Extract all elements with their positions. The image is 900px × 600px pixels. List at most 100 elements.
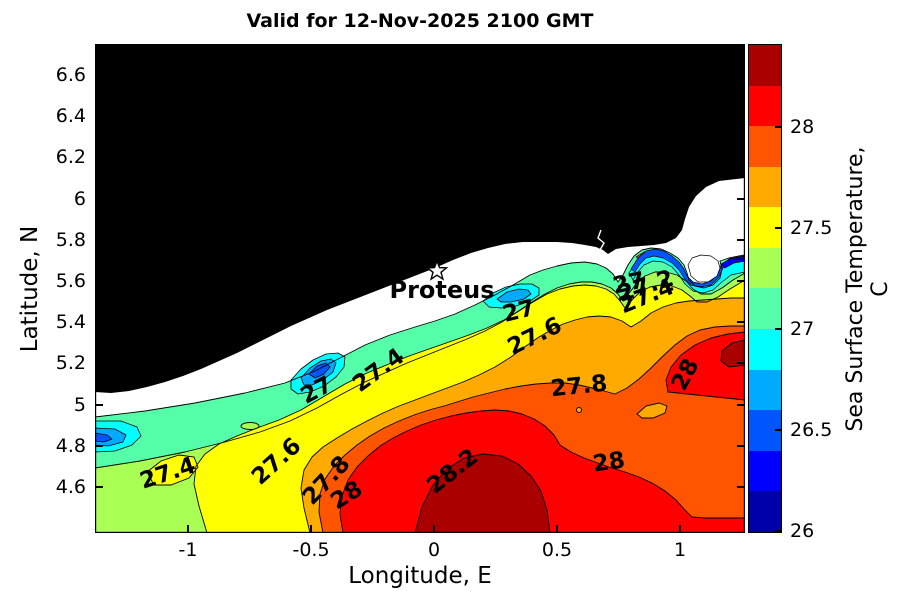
station-marker-star <box>425 259 449 281</box>
cold-pockets <box>95 283 540 453</box>
x-tick-mark-top <box>679 44 681 52</box>
contour-line-27_4 <box>193 279 745 533</box>
y-tick-label: 6.6 <box>55 64 86 86</box>
contour-line-28_2-east <box>720 339 745 368</box>
x-tick-mark-top <box>310 44 312 52</box>
colorbar-label: Sea Surface Temperature, C <box>843 146 893 432</box>
sst-bands <box>95 248 745 533</box>
x-axis-label: Longitude, E <box>348 563 492 589</box>
y-tick-mark-right <box>737 280 745 282</box>
plot-area: 27 27.4 27 27.6 27.4 27.6 27.8 28 28.2 27.8 28 28 27… <box>95 44 745 533</box>
x-tick-label: 0 <box>427 539 441 561</box>
x-tick-mark-top <box>433 44 435 52</box>
y-tick-label: 5.2 <box>55 352 86 374</box>
contour-line-28_2-core <box>414 453 551 533</box>
colorbar-segment <box>749 288 781 330</box>
colorbar-tick-label: 27.5 <box>790 217 833 239</box>
y-tick-label: 6.4 <box>55 105 86 127</box>
x-tick-mark-top <box>556 44 558 52</box>
chart-title: Valid for 12-Nov-2025 2100 GMT <box>246 10 594 32</box>
y-tick-mark <box>95 486 103 488</box>
x-tick-mark <box>433 525 435 533</box>
colorbar <box>748 44 782 533</box>
fan-blue-ribbon <box>630 248 745 288</box>
y-tick-mark <box>95 280 103 282</box>
y-tick-label: 5.8 <box>55 229 86 251</box>
x-tick-label: -1 <box>178 539 198 561</box>
y-tick-mark <box>95 239 103 241</box>
y-tick-mark-right <box>737 156 745 158</box>
y-tick-label: 4.6 <box>55 476 86 498</box>
y-tick-mark-right <box>737 362 745 364</box>
band-28_2-east-pocket <box>721 340 745 367</box>
colorbar-segment <box>749 329 781 370</box>
contour-line-27_6 <box>300 297 745 533</box>
contour-line-28_0-east <box>665 331 745 401</box>
y-tick-label: 5 <box>73 394 86 416</box>
y-tick-mark <box>95 156 103 158</box>
no-data-pocket-east <box>687 254 721 283</box>
y-tick-mark-right <box>737 239 745 241</box>
colorbar-tick-label: 26 <box>790 520 815 542</box>
contour-lines <box>95 247 745 533</box>
colorbar-segment <box>749 247 781 289</box>
x-tick-mark <box>679 525 681 533</box>
colorbar-segment <box>749 85 781 127</box>
y-tick-mark <box>95 74 103 76</box>
colorbar-tick-mark <box>775 530 782 532</box>
y-tick-mark <box>95 198 103 200</box>
y-tick-label: 6.2 <box>55 146 86 168</box>
cold-pocket-a-deep <box>308 362 331 379</box>
x-tick-label: 0.5 <box>541 539 573 561</box>
y-tick-label: 5.4 <box>55 311 86 333</box>
colorbar-tick-mark <box>775 227 782 229</box>
colorbar-tick-mark <box>775 429 782 431</box>
colorbar-segment <box>749 450 781 492</box>
colorbar-tick-mark <box>775 328 782 330</box>
orange-islet <box>636 402 668 419</box>
contour-line-27_8 <box>318 325 745 533</box>
colorbar-tick-label: 27 <box>790 318 815 340</box>
green-islet <box>240 422 260 430</box>
x-tick-mark-top <box>187 44 189 52</box>
cold-pocket-b-blue <box>496 288 532 303</box>
y-tick-mark-right <box>737 74 745 76</box>
y-tick-mark-right <box>737 198 745 200</box>
contour-line-28_0-south <box>339 409 745 533</box>
y-tick-mark <box>95 321 103 323</box>
contour-line-27_0 <box>95 247 745 418</box>
y-tick-mark <box>95 362 103 364</box>
x-tick-label: 1 <box>673 539 687 561</box>
band-28_2-core <box>415 454 550 533</box>
y-tick-mark <box>95 115 103 117</box>
y-tick-mark <box>95 445 103 447</box>
land-mass <box>95 44 745 393</box>
colorbar-segment <box>749 369 781 411</box>
y-tick-mark-right <box>737 486 745 488</box>
cold-pocket-west-deep <box>95 432 113 443</box>
x-tick-mark <box>310 525 312 533</box>
colorbar-tick-mark <box>775 126 782 128</box>
y-tick-mark-right <box>737 445 745 447</box>
axes-box <box>95 44 745 533</box>
station-label: Proteus <box>389 276 495 304</box>
yellow-pocket <box>146 454 199 486</box>
coast-inlet-crack <box>597 229 605 251</box>
contour-speck <box>576 407 582 413</box>
y-tick-mark-right <box>737 115 745 117</box>
x-tick-mark <box>187 525 189 533</box>
warm-islands <box>146 402 668 486</box>
colorbar-segment <box>749 126 781 167</box>
colorbar-tick-label: 26.5 <box>790 419 833 441</box>
y-tick-mark-right <box>737 321 745 323</box>
colorbar-segment <box>749 491 781 532</box>
contour-map <box>95 44 745 533</box>
fan-navy-sliver <box>734 255 745 261</box>
y-tick-mark <box>95 404 103 406</box>
y-tick-label: 4.8 <box>55 435 86 457</box>
contour-line-27_2 <box>95 271 745 469</box>
colorbar-segment <box>749 166 781 208</box>
x-tick-label: -0.5 <box>292 539 330 561</box>
y-tick-mark-right <box>737 404 745 406</box>
